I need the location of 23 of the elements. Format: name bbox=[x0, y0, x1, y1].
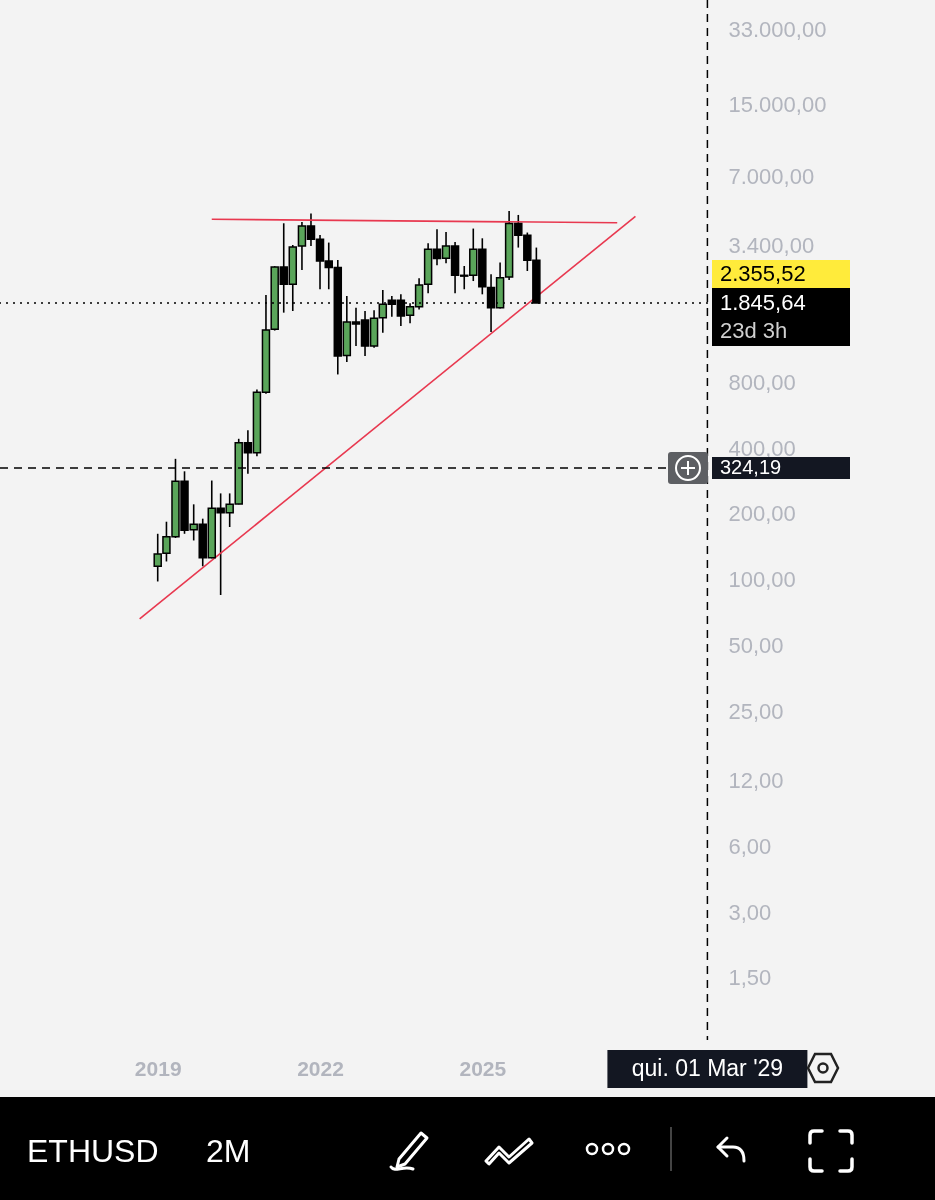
text: ETHUSD bbox=[27, 1133, 159, 1170]
y-tick-label: 400,00 bbox=[728, 435, 796, 461]
x-tick-label: 2019 bbox=[134, 1056, 182, 1080]
y-tick-label: 50,00 bbox=[728, 632, 784, 658]
y-tick-label: 1,50 bbox=[728, 965, 772, 991]
y-tick-label: 3,00 bbox=[728, 899, 772, 925]
text: 2M bbox=[206, 1133, 251, 1170]
y-tick-label: 6,00 bbox=[728, 833, 772, 859]
y-tick-label: 800,00 bbox=[728, 369, 796, 395]
x-tick-label: 2022 bbox=[297, 1056, 344, 1080]
y-tick-label: 25,00 bbox=[728, 698, 784, 724]
ref-line-label: 1.845,64 bbox=[720, 289, 806, 315]
text: 23d 3h bbox=[720, 317, 788, 343]
y-tick-label: 100,00 bbox=[728, 567, 796, 593]
y-tick-label: 33.000,00 bbox=[728, 16, 827, 42]
y-tick-label: 200,00 bbox=[728, 501, 796, 527]
y-tick-label: 7.000,00 bbox=[728, 164, 815, 190]
ref-line-label: qui. 01 Mar '29 bbox=[631, 1055, 784, 1081]
y-tick-label: 15.000,00 bbox=[728, 91, 827, 117]
y-tick-label: 3.400,00 bbox=[728, 232, 815, 258]
x-tick-label: 2025 bbox=[459, 1056, 507, 1080]
text: 2.355,52 bbox=[720, 260, 806, 286]
y-tick-label: 12,00 bbox=[728, 768, 784, 794]
